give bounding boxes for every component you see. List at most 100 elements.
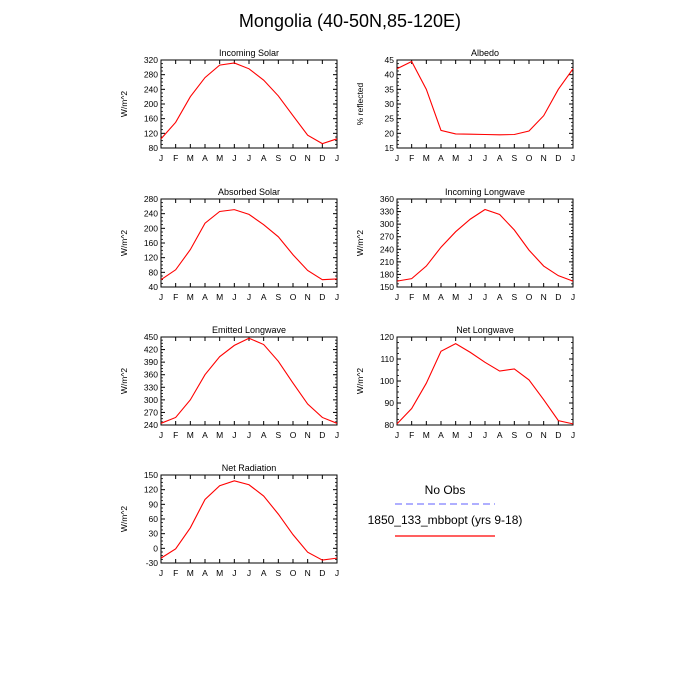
x-tick-label: S — [275, 430, 281, 440]
y-axis-label: W/m^2 — [119, 91, 129, 117]
x-tick-label: J — [571, 153, 575, 163]
y-tick-label: 330 — [144, 382, 158, 392]
x-tick-label: A — [497, 153, 503, 163]
y-tick-label: 120 — [144, 485, 158, 495]
y-axis-label: W/m^2 — [355, 230, 365, 256]
y-tick-label: 30 — [149, 529, 159, 539]
y-tick-label: 60 — [149, 514, 159, 524]
x-tick-label: O — [526, 430, 533, 440]
y-axis-label: W/m^2 — [355, 368, 365, 394]
y-tick-label: 20 — [385, 128, 395, 138]
x-tick-label: A — [497, 292, 503, 302]
plot-frame — [160, 474, 338, 564]
y-tick-label: 120 — [144, 128, 158, 138]
y-tick-label: 180 — [380, 269, 394, 279]
x-tick-label: J — [468, 292, 472, 302]
panel-title: Net Radiation — [222, 463, 277, 473]
x-tick-label: F — [173, 568, 178, 578]
x-tick-label: S — [275, 153, 281, 163]
y-tick-label: 270 — [144, 407, 158, 417]
x-tick-label: A — [261, 153, 267, 163]
x-tick-label: N — [305, 430, 311, 440]
x-tick-label: A — [261, 292, 267, 302]
y-tick-label: 80 — [385, 420, 395, 430]
series-line-albedo — [396, 60, 574, 136]
y-tick-label: 80 — [149, 267, 159, 277]
y-axis-label: W/m^2 — [119, 230, 129, 256]
x-tick-label: A — [202, 153, 208, 163]
x-tick-label: A — [438, 430, 444, 440]
x-tick-label: N — [305, 153, 311, 163]
x-tick-label: M — [187, 153, 194, 163]
x-tick-label: J — [335, 153, 339, 163]
series-line-net-longwave — [396, 342, 574, 425]
x-tick-label: O — [290, 430, 297, 440]
x-tick-label: A — [202, 568, 208, 578]
x-tick-label: F — [173, 430, 178, 440]
y-tick-label: 160 — [144, 114, 158, 124]
x-tick-label: D — [319, 292, 325, 302]
legend: No Obs 1850_133_mbbopt (yrs 9-18) — [368, 483, 523, 537]
y-tick-label: 330 — [380, 207, 394, 217]
x-tick-label: M — [452, 430, 459, 440]
x-tick-label: J — [335, 568, 339, 578]
x-tick-label: S — [275, 292, 281, 302]
x-tick-label: J — [232, 153, 236, 163]
x-tick-label: M — [216, 153, 223, 163]
x-tick-label: J — [335, 292, 339, 302]
x-tick-label: N — [305, 292, 311, 302]
legend-model-label: 1850_133_mbbopt (yrs 9-18) — [368, 513, 523, 527]
y-axis-label: W/m^2 — [119, 506, 129, 532]
x-tick-label: A — [202, 292, 208, 302]
x-tick-label: S — [275, 568, 281, 578]
x-tick-label: D — [319, 430, 325, 440]
x-tick-label: M — [187, 430, 194, 440]
figure-title: Mongolia (40-50N,85-120E) — [238, 11, 462, 31]
x-tick-label: J — [159, 292, 163, 302]
x-tick-label: D — [555, 153, 561, 163]
x-tick-label: F — [409, 292, 414, 302]
x-tick-label: J — [571, 430, 575, 440]
x-tick-label: M — [452, 153, 459, 163]
panel-title: Net Longwave — [456, 325, 514, 335]
x-tick-label: J — [395, 292, 399, 302]
x-tick-label: A — [261, 430, 267, 440]
x-tick-label: O — [290, 568, 297, 578]
x-tick-label: F — [173, 153, 178, 163]
panel-title: Incoming Solar — [219, 48, 279, 58]
series-line-emitted-longwave — [160, 337, 338, 424]
x-tick-label: M — [216, 430, 223, 440]
x-tick-label: D — [555, 292, 561, 302]
y-tick-label: 360 — [144, 370, 158, 380]
x-tick-label: M — [423, 292, 430, 302]
x-tick-label: M — [216, 568, 223, 578]
y-tick-label: 90 — [149, 499, 159, 509]
y-tick-label: 200 — [144, 99, 158, 109]
y-tick-label: 210 — [380, 257, 394, 267]
x-tick-label: A — [261, 568, 267, 578]
x-tick-label: S — [511, 292, 517, 302]
y-tick-label: 300 — [380, 219, 394, 229]
x-tick-label: M — [187, 568, 194, 578]
x-tick-label: N — [541, 292, 547, 302]
x-tick-label: M — [216, 292, 223, 302]
panel-title: Albedo — [471, 48, 499, 58]
y-tick-label: 160 — [144, 238, 158, 248]
x-tick-label: O — [526, 153, 533, 163]
y-tick-label: 40 — [149, 282, 159, 292]
x-tick-label: J — [468, 153, 472, 163]
y-tick-label: 30 — [385, 99, 395, 109]
series-line-incoming-solar — [160, 62, 338, 145]
plot-frame — [160, 59, 338, 149]
plot-frame — [160, 336, 338, 426]
y-tick-label: 280 — [144, 194, 158, 204]
y-axis-label: % reflected — [355, 82, 365, 125]
x-tick-label: S — [511, 430, 517, 440]
y-tick-label: 450 — [144, 332, 158, 342]
x-tick-label: J — [159, 153, 163, 163]
y-tick-label: 120 — [380, 332, 394, 342]
y-tick-label: 390 — [144, 357, 158, 367]
y-tick-label: 40 — [385, 70, 395, 80]
